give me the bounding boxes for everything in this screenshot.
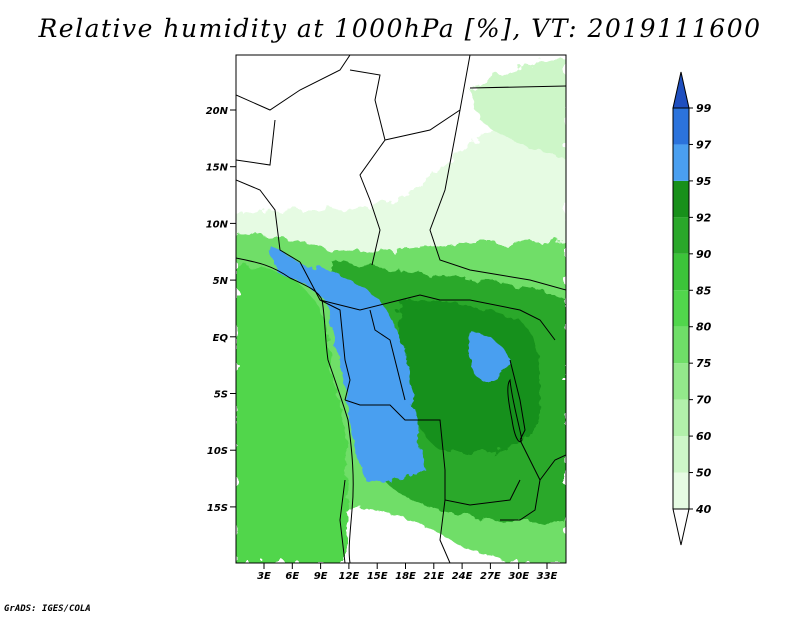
colorbar-label: 92 <box>696 211 712 224</box>
map-frame <box>235 54 567 564</box>
country-borders <box>236 55 566 563</box>
lon-tick-label: 15E <box>367 571 388 582</box>
humidity-field-south-white <box>345 509 520 563</box>
humidity-field-north-east <box>470 56 566 160</box>
lat-tick-label: 5N <box>213 276 229 287</box>
colorbar-swatch <box>673 180 689 218</box>
map-title: Relative humidity at 1000hPa [%], VT: 20… <box>38 14 762 43</box>
latitude-axis: 20N 15N 10N 5N EQ 5S 10S 15S <box>206 106 236 514</box>
lon-tick-label: 9E <box>314 571 328 582</box>
colorbar-swatch <box>673 399 689 437</box>
lon-tick-label: 6E <box>285 571 299 582</box>
colorbar: 40 50 60 70 75 80 85 90 92 95 97 99 <box>672 71 712 546</box>
colorbar-swatch <box>673 363 689 400</box>
grads-credit: GrADS: IGES/COLA <box>4 604 91 614</box>
lat-tick-label: 20N <box>206 106 229 117</box>
colorbar-label: 95 <box>696 175 712 188</box>
lake-outline <box>507 378 523 443</box>
lon-tick-label: 33E <box>537 571 558 582</box>
coastline <box>236 257 354 563</box>
lon-tick-label: 18E <box>395 571 416 582</box>
colorbar-swatch <box>673 436 689 473</box>
colorbar-swatch <box>673 144 689 181</box>
colorbar-label: 99 <box>696 102 712 115</box>
humidity-field-saturated-west <box>270 245 425 485</box>
colorbar-label: 60 <box>696 430 712 443</box>
colorbar-swatch <box>673 472 689 509</box>
colorbar-label: 75 <box>696 357 712 370</box>
colorbar-label: 80 <box>696 321 712 334</box>
lat-tick-label: 10N <box>206 219 229 230</box>
colorbar-swatch <box>673 290 689 327</box>
lat-tick-label: 15N <box>206 163 229 174</box>
colorbar-swatch <box>673 217 689 254</box>
longitude-axis: 3E 6E 9E 12E 15E 18E 21E 24E 27E 30E 33E <box>257 563 558 582</box>
humidity-field-ocean <box>236 264 352 563</box>
colorbar-swatch <box>673 253 689 291</box>
colorbar-label: 90 <box>696 248 712 261</box>
colorbar-label: 40 <box>695 503 712 516</box>
colorbar-min-arrow <box>672 508 690 546</box>
colorbar-label: 97 <box>696 138 712 151</box>
humidity-field-saturated-east <box>467 330 510 380</box>
lat-tick-label: 10S <box>207 446 228 457</box>
lon-tick-label: 21E <box>423 571 444 582</box>
colorbar-label: 85 <box>696 284 712 297</box>
lon-tick-label: 3E <box>257 571 271 582</box>
colorbar-swatch <box>673 108 689 145</box>
map-area <box>236 55 566 563</box>
colorbar-swatch <box>673 326 689 364</box>
lon-tick-label: 24E <box>452 571 473 582</box>
colorbar-label: 70 <box>696 394 712 407</box>
colorbar-frame <box>672 107 690 510</box>
colorbar-label: 50 <box>696 467 712 480</box>
colorbar-max-arrow <box>672 71 690 109</box>
lon-tick-label: 12E <box>339 571 360 582</box>
lat-tick-label: 5S <box>214 390 228 401</box>
lon-tick-label: 27E <box>480 571 501 582</box>
lat-tick-label: EQ <box>213 333 229 344</box>
lat-tick-label: 15S <box>207 503 228 514</box>
lon-tick-label: 30E <box>508 571 529 582</box>
humidity-field-basin-core <box>398 300 542 454</box>
humidity-field-sahel-faint <box>236 58 566 300</box>
